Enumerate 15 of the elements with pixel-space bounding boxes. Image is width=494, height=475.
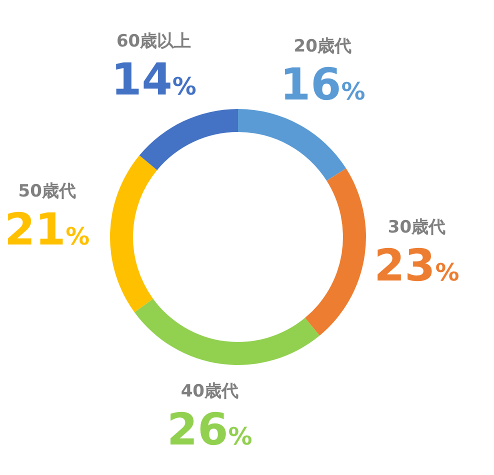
donut-slice xyxy=(139,109,238,170)
donut-slice xyxy=(134,298,320,365)
data-label: 16% xyxy=(280,59,366,110)
slice-label: 20歳代 xyxy=(294,36,352,56)
donut-slice xyxy=(110,155,158,312)
data-label: 26% xyxy=(167,404,252,456)
data-label: 21% xyxy=(4,204,90,256)
slice-label: 50歳代 xyxy=(18,182,76,202)
donut-slice xyxy=(304,168,366,336)
data-label: 23% xyxy=(374,240,460,292)
slice-label: 30歳代 xyxy=(388,218,446,238)
data-label: 14% xyxy=(111,54,196,106)
slice-label: 40歳代 xyxy=(180,381,239,402)
donut-slice xyxy=(238,109,346,181)
slice-label: 60歳以上 xyxy=(116,31,192,52)
